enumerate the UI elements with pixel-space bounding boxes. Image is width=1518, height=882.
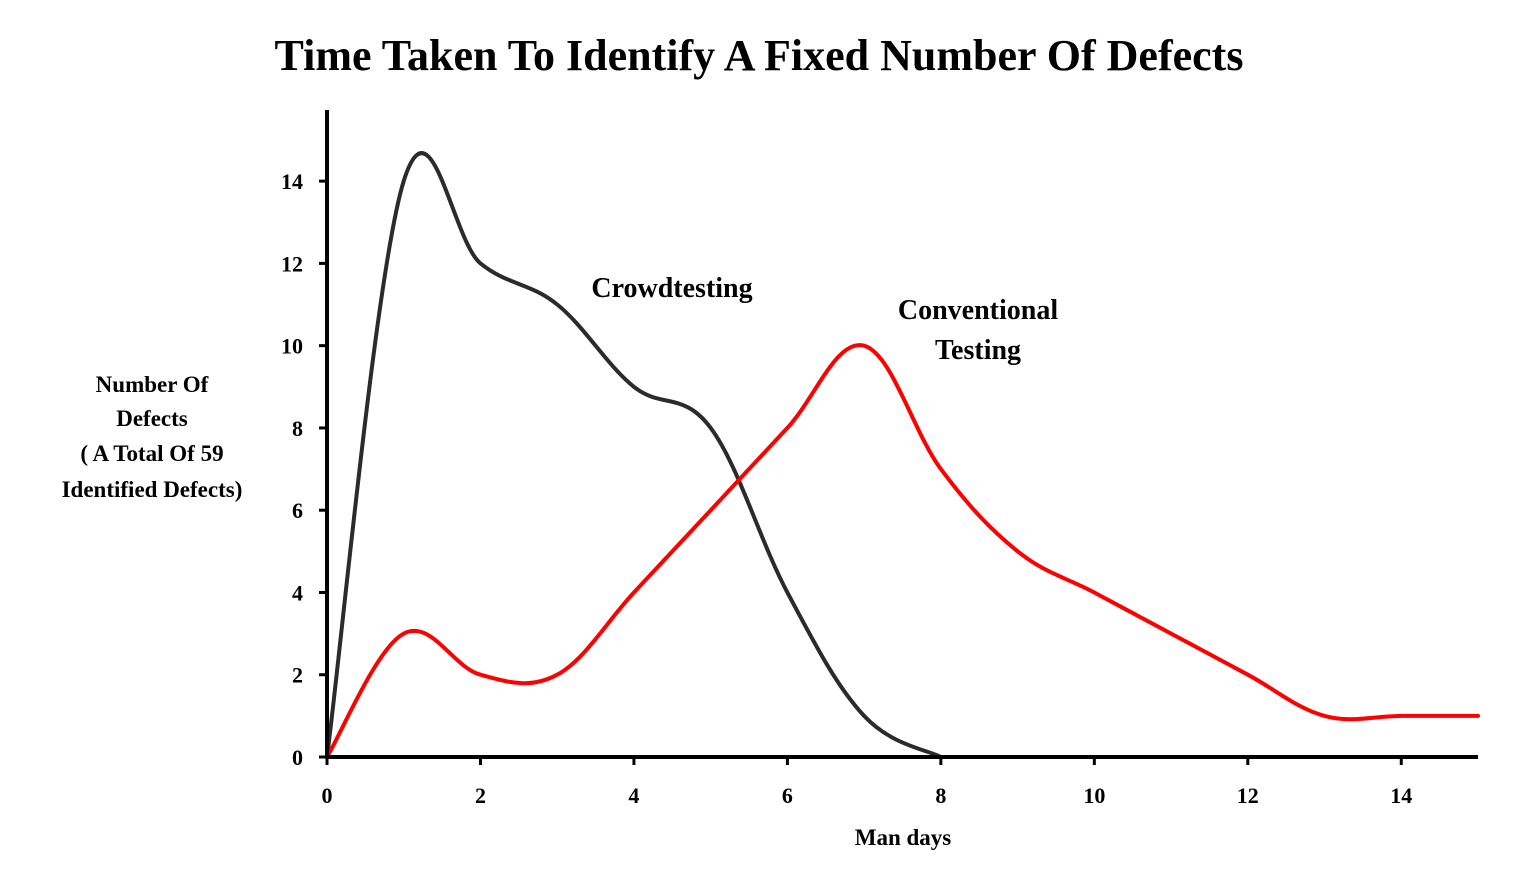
series-label-crowdtesting: Crowdtesting (591, 273, 752, 304)
x-tick-label: 4 (628, 783, 639, 808)
x-tick-label: 6 (782, 783, 793, 808)
series-label-conventional-testing-line-1: Conventional (898, 295, 1058, 326)
x-axis-title: Man days (855, 825, 952, 850)
y-tick-label: 0 (292, 745, 303, 770)
series-label-crowdtesting-line-1: Crowdtesting (591, 273, 752, 304)
y-tick-label: 8 (292, 416, 303, 441)
y-axis-title: Number Of Defects ( A Total Of 59 Identi… (62, 372, 243, 502)
x-tick-label: 10 (1083, 783, 1105, 808)
y-axis-title-line-3: ( A Total Of 59 (80, 441, 223, 466)
series-label-conventional-testing: Conventional Testing (898, 295, 1058, 366)
series-line-crowdtesting (325, 151, 943, 759)
x-tick-label: 8 (935, 783, 946, 808)
y-axis-title-line-4: Identified Defects) (62, 477, 243, 502)
y-tick-label: 12 (281, 251, 303, 276)
x-tick-label: 2 (475, 783, 486, 808)
x-tick-label: 0 (322, 783, 333, 808)
y-tick-label: 14 (281, 169, 303, 194)
y-axis-ticks: 0 2 4 6 8 10 12 14 (281, 169, 327, 770)
y-axis-title-line-2: Defects (116, 406, 188, 431)
x-axis-ticks: 0 2 4 6 8 10 12 14 (322, 757, 1412, 808)
y-tick-label: 4 (292, 580, 303, 605)
y-axis-title-line-1: Number Of (96, 372, 209, 397)
series-line-conventional-testing (325, 343, 1480, 759)
y-tick-label: 2 (292, 663, 303, 688)
series-label-conventional-testing-line-2: Testing (935, 335, 1021, 366)
y-tick-label: 6 (292, 498, 303, 523)
series-lines (325, 151, 1480, 759)
y-tick-label: 10 (281, 334, 303, 359)
x-tick-label: 14 (1390, 783, 1412, 808)
x-tick-label: 12 (1237, 783, 1259, 808)
chart-title: Time Taken To Identify A Fixed Number Of… (275, 31, 1244, 80)
